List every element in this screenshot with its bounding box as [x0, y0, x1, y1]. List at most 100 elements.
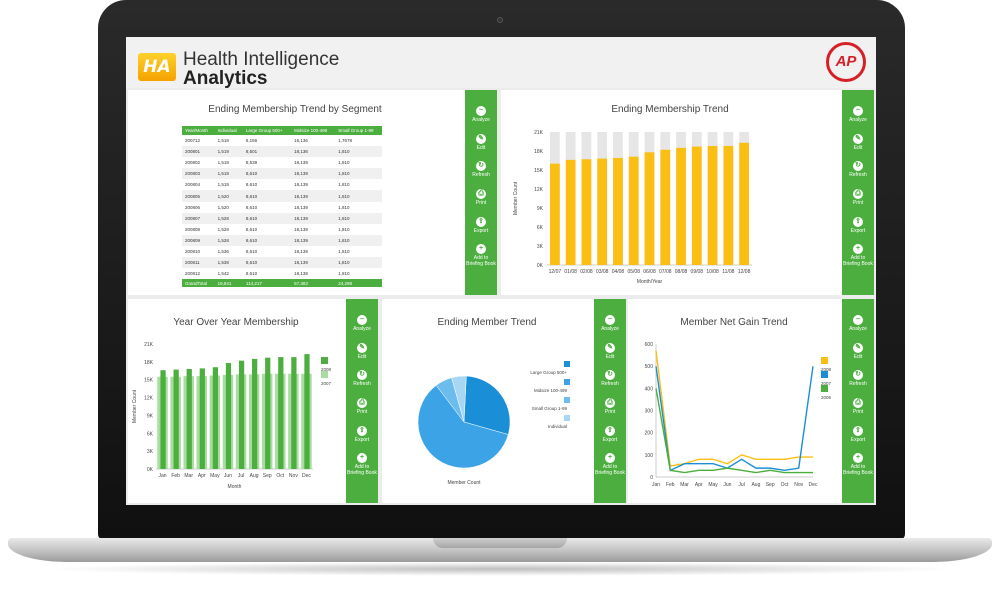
sidebar-action-refresh[interactable]: ↻ Refresh	[594, 370, 626, 387]
x-tick-label: Dec	[809, 482, 818, 488]
sidebar-action-label: Analyze	[353, 326, 371, 332]
sidebar-action-edit[interactable]: ✎ Edit	[346, 343, 378, 360]
sidebar-action-label: Export	[602, 437, 618, 443]
legend-label: 2007	[821, 381, 832, 386]
sidebar-action-edit[interactable]: ✎ Edit	[594, 343, 626, 360]
table-cell: 8,539	[242, 157, 292, 169]
legend-label: 2008	[821, 367, 832, 372]
x-tick-label: Mar	[184, 473, 193, 479]
x-tick-label: Aug	[250, 473, 259, 479]
sidebar-action-print[interactable]: ⎙ Print	[465, 189, 497, 206]
y-tick-label: 9K	[537, 206, 544, 212]
y-tick-label: 300	[645, 409, 654, 415]
x-tick-label: Apr	[198, 473, 206, 479]
bar	[549, 163, 560, 265]
sidebar-action-edit[interactable]: ✎ Edit	[842, 134, 874, 151]
sidebar-action-add-to-briefing-book[interactable]: + Add to Briefing Book	[842, 244, 874, 267]
table-cell: 24,298	[335, 279, 382, 288]
table-cell: 114,217	[242, 279, 292, 288]
table-cell: 19,841	[214, 279, 243, 288]
sidebar-action-label: Add to Briefing Book	[843, 255, 873, 267]
y-tick-label: 21K	[144, 342, 154, 348]
table-cell: 18,139	[291, 157, 336, 169]
bar	[676, 147, 686, 265]
x-tick-label: Oct	[781, 482, 789, 488]
app-header: HA Health Intelligence Analytics AP	[126, 37, 876, 89]
series-line-2006	[655, 388, 813, 474]
sidebar-action-add-to-briefing-book[interactable]: + Add to Briefing Book	[842, 453, 874, 476]
sidebar-action-analyze[interactable]: ~ Analyze	[346, 315, 378, 332]
table-cell: 1,810	[335, 157, 382, 169]
table-cell: 8,610	[242, 245, 292, 258]
sidebar-action-export[interactable]: ⇪ Export	[594, 426, 626, 443]
table-cell: 1,810	[335, 212, 382, 224]
sidebar-action-print[interactable]: ⎙ Print	[594, 398, 626, 415]
sidebar-action-print[interactable]: ⎙ Print	[346, 398, 378, 415]
action-sidebar: ~ Analyze ✎ Edit ↻ Refresh ⎙ Print ⇪ Export + Add t…	[346, 299, 378, 503]
sidebar-action-refresh[interactable]: ↻ Refresh	[842, 161, 874, 178]
action-sidebar: ~ Analyze ✎ Edit ↻ Refresh ⎙ Print ⇪ Export + Add t…	[842, 299, 874, 503]
refresh-icon: ↻	[853, 161, 863, 171]
table-cell: 8,166	[242, 135, 292, 147]
analyze-icon: ~	[853, 106, 863, 116]
sidebar-action-export[interactable]: ⇪ Export	[842, 217, 874, 234]
table-cell: 200806	[182, 201, 215, 213]
table-cell: 1,810	[335, 257, 382, 269]
sidebar-action-analyze[interactable]: ~ Analyze	[594, 315, 626, 332]
table-cell: 1,528	[214, 223, 243, 235]
table-cell: 1,519	[214, 157, 243, 169]
sidebar-action-analyze[interactable]: ~ Analyze	[465, 106, 497, 123]
sidebar-action-refresh[interactable]: ↻ Refresh	[346, 370, 378, 387]
table-cell: 1,810	[335, 190, 382, 202]
action-sidebar: ~ Analyze ✎ Edit ↻ Refresh ⎙ Print ⇪ Export + Add t…	[594, 299, 626, 503]
y-tick-label: 0	[650, 475, 653, 481]
edit-icon: ✎	[853, 343, 863, 353]
sidebar-action-edit[interactable]: ✎ Edit	[465, 134, 497, 151]
sidebar-action-export[interactable]: ⇪ Export	[346, 426, 378, 443]
edit-icon: ✎	[476, 134, 486, 144]
x-tick-label: 12/08	[738, 269, 751, 275]
table-cell: 1,519	[214, 146, 243, 158]
table-cell: 200805	[182, 190, 215, 202]
table-cell: 8,610	[242, 257, 292, 269]
table-cell: 16,136	[291, 135, 336, 147]
x-tick-label: 03/08	[596, 269, 609, 275]
sidebar-action-export[interactable]: ⇪ Export	[465, 217, 497, 234]
sidebar-action-refresh[interactable]: ↻ Refresh	[465, 161, 497, 178]
sidebar-action-add-to-briefing-book[interactable]: + Add to Briefing Book	[346, 453, 378, 476]
export-icon: ⇪	[853, 426, 863, 436]
sidebar-action-refresh[interactable]: ↻ Refresh	[842, 370, 874, 387]
sidebar-action-edit[interactable]: ✎ Edit	[842, 343, 874, 360]
y-tick-label: 100	[645, 453, 654, 459]
column-header: Midsize 100-499	[291, 126, 336, 135]
x-tick-label: Jun	[723, 482, 731, 488]
sidebar-action-print[interactable]: ⎙ Print	[842, 398, 874, 415]
refresh-icon: ↻	[357, 370, 367, 380]
camera	[497, 17, 503, 23]
edit-icon: ✎	[853, 134, 863, 144]
table-cell: 18,139	[291, 245, 336, 258]
table-cell: 200811	[182, 257, 215, 269]
sidebar-action-add-to-briefing-book[interactable]: + Add to Briefing Book	[465, 244, 497, 267]
refresh-icon: ↻	[605, 370, 615, 380]
legend-swatch	[321, 357, 328, 364]
sidebar-action-add-to-briefing-book[interactable]: + Add to Briefing Book	[594, 453, 626, 476]
add-icon: +	[853, 453, 863, 463]
pie-slice	[417, 385, 509, 469]
sidebar-action-analyze[interactable]: ~ Analyze	[842, 315, 874, 332]
sidebar-action-label: Refresh	[849, 172, 867, 178]
sidebar-action-analyze[interactable]: ~ Analyze	[842, 106, 874, 123]
table-cell: 1,518	[214, 135, 243, 147]
sidebar-action-label: Export	[850, 437, 866, 443]
sidebar-action-export[interactable]: ⇪ Export	[842, 426, 874, 443]
table-cell: GrandTotal	[182, 279, 215, 288]
sidebar-action-print[interactable]: ⎙ Print	[842, 189, 874, 206]
x-tick-label: Apr	[695, 482, 703, 488]
table-cell: 200804	[182, 179, 215, 191]
x-tick-label: Jul	[238, 473, 244, 479]
y-tick-label: 600	[645, 342, 654, 348]
bar	[613, 157, 623, 265]
app-logo: HA	[138, 53, 176, 81]
y-tick-label: 3K	[147, 449, 154, 455]
sidebar-action-label: Analyze	[849, 117, 867, 123]
